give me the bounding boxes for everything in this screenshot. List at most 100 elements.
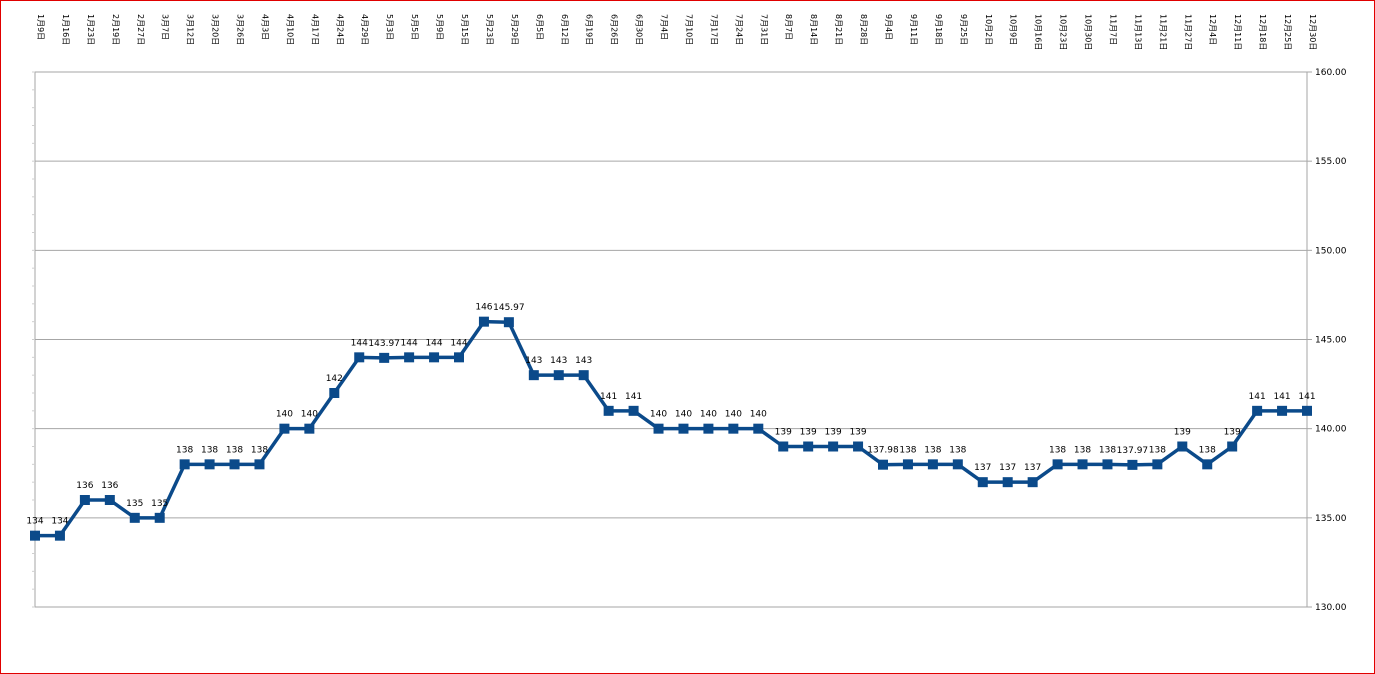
data-label: 138 bbox=[251, 445, 268, 455]
x-tick-label: 10月23日 bbox=[1059, 14, 1068, 50]
x-tick-label: 7月31日 bbox=[759, 14, 768, 45]
data-point-marker bbox=[30, 530, 40, 541]
data-point-marker bbox=[329, 388, 340, 398]
data-point-marker bbox=[1227, 441, 1238, 452]
data-label: 138 bbox=[924, 445, 941, 455]
data-point-marker bbox=[129, 512, 140, 523]
data-point-marker bbox=[1202, 459, 1213, 470]
data-point-marker bbox=[104, 495, 115, 505]
series-marker-layer bbox=[30, 316, 1312, 541]
data-label: 138 bbox=[899, 445, 916, 455]
data-label: 144 bbox=[425, 338, 442, 348]
data-point-marker bbox=[553, 370, 564, 381]
x-tick-label: 3月7日 bbox=[161, 14, 170, 40]
x-tick-label: 5月23日 bbox=[485, 14, 494, 45]
data-point-marker bbox=[778, 441, 789, 452]
x-tick-label: 4月10日 bbox=[285, 14, 294, 45]
data-label-layer: 134 134 136 136 135 135 138 138 138 138 140 140 142 1… bbox=[26, 303, 1315, 527]
data-point-marker bbox=[379, 352, 390, 363]
data-label: 141 bbox=[600, 392, 617, 402]
data-label: 143.97 bbox=[368, 339, 400, 349]
data-point-marker bbox=[1277, 405, 1288, 416]
data-point-marker bbox=[429, 352, 440, 363]
data-label: 137.98 bbox=[867, 446, 899, 456]
data-label: 136 bbox=[76, 481, 93, 491]
x-tick-label: 11月13日 bbox=[1133, 14, 1142, 50]
x-axis-tick-labels: 1月9日 1月16日 1月23日 2月19日 2月27日 3月7日 3月12日 3月20日 3月… bbox=[36, 14, 1317, 50]
data-label: 140 bbox=[675, 410, 692, 420]
data-point-marker bbox=[254, 459, 265, 470]
data-label: 143 bbox=[575, 356, 592, 366]
data-label: 138 bbox=[1149, 445, 1166, 455]
x-tick-label: 1月23日 bbox=[86, 14, 95, 45]
x-tick-label: 11月27日 bbox=[1183, 14, 1192, 50]
data-label: 137 bbox=[1024, 463, 1041, 473]
data-label: 137 bbox=[974, 463, 991, 473]
data-point-marker bbox=[753, 423, 764, 434]
data-label: 134 bbox=[26, 517, 43, 527]
data-label: 140 bbox=[700, 410, 717, 420]
x-tick-label: 5月3日 bbox=[385, 14, 394, 40]
y-tick-label: 140.00 bbox=[1315, 425, 1347, 435]
data-label: 138 bbox=[1099, 445, 1116, 455]
data-point-marker bbox=[977, 477, 988, 488]
x-tick-label: 12月18日 bbox=[1258, 14, 1267, 50]
data-label: 138 bbox=[1199, 445, 1216, 455]
data-label: 145.97 bbox=[493, 303, 525, 313]
data-label: 135 bbox=[151, 499, 168, 509]
data-point-marker bbox=[204, 459, 215, 470]
x-tick-label: 7月4日 bbox=[660, 14, 669, 40]
data-point-marker bbox=[404, 352, 415, 363]
data-label: 146 bbox=[475, 303, 492, 313]
data-label: 141 bbox=[625, 392, 642, 402]
x-tick-label: 9月18日 bbox=[934, 14, 943, 45]
data-point-marker bbox=[154, 512, 165, 523]
x-tick-label: 7月17日 bbox=[709, 14, 718, 45]
y-tick-label: 135.00 bbox=[1315, 514, 1347, 524]
data-point-marker bbox=[628, 405, 639, 416]
x-tick-label: 2月19日 bbox=[111, 14, 120, 45]
data-point-marker bbox=[952, 459, 963, 470]
data-label: 140 bbox=[750, 410, 767, 420]
x-tick-label: 4月17日 bbox=[310, 14, 319, 45]
data-point-marker bbox=[878, 459, 888, 470]
x-tick-label: 8月21日 bbox=[834, 14, 843, 45]
x-tick-label: 8月14日 bbox=[809, 14, 818, 45]
data-label: 140 bbox=[276, 410, 293, 420]
data-point-marker bbox=[354, 352, 365, 363]
data-point-marker bbox=[229, 459, 240, 470]
data-point-marker bbox=[478, 316, 489, 327]
y-axis-tick-labels: 130.00 135.00 140.00 145.00 150.00 155.00 160.… bbox=[1315, 68, 1347, 613]
data-label: 138 bbox=[201, 445, 218, 455]
x-tick-label: 12月4日 bbox=[1208, 14, 1217, 45]
data-point-marker bbox=[728, 423, 739, 434]
axes bbox=[32, 71, 1312, 608]
data-point-marker bbox=[1027, 477, 1038, 488]
data-label: 139 bbox=[800, 428, 817, 438]
x-tick-label: 7月10日 bbox=[684, 14, 693, 45]
x-tick-label: 12月11日 bbox=[1233, 14, 1242, 50]
data-point-marker bbox=[1102, 459, 1113, 470]
data-label: 139 bbox=[775, 428, 792, 438]
data-label: 141 bbox=[1273, 392, 1290, 402]
data-label: 141 bbox=[1298, 392, 1315, 402]
x-tick-label: 7月24日 bbox=[734, 14, 743, 45]
x-tick-label: 5月9日 bbox=[435, 14, 444, 40]
x-tick-label: 6月5日 bbox=[535, 14, 544, 40]
y-tick-label: 150.00 bbox=[1315, 246, 1347, 256]
x-tick-label: 6月30日 bbox=[635, 14, 644, 45]
data-point-marker bbox=[653, 423, 664, 434]
data-point-marker bbox=[54, 530, 65, 541]
data-point-marker bbox=[853, 441, 864, 452]
x-tick-label: 11月21日 bbox=[1158, 14, 1167, 50]
data-point-marker bbox=[279, 423, 290, 434]
x-tick-label: 1月16日 bbox=[61, 14, 70, 45]
y-tick-label: 155.00 bbox=[1315, 157, 1347, 167]
x-tick-label: 9月4日 bbox=[884, 14, 893, 40]
data-point-marker bbox=[703, 423, 714, 434]
data-point-marker bbox=[179, 459, 190, 470]
data-point-marker bbox=[1302, 405, 1312, 416]
data-point-marker bbox=[927, 459, 938, 470]
